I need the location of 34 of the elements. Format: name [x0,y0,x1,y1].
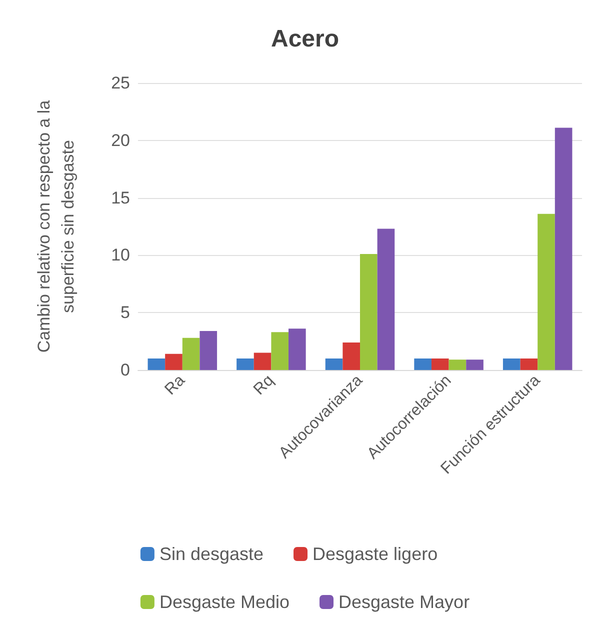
y-tick-label: 25 [111,74,130,92]
bar [466,360,484,370]
bar [236,358,254,370]
bar [288,328,306,370]
bar [448,360,466,370]
bar [377,228,395,370]
bar [431,358,449,370]
y-tick-label: 10 [111,246,130,265]
y-tick-label: 5 [120,303,130,322]
legend-label: Sin desgaste [159,544,264,564]
bar [148,358,166,370]
bar [414,358,432,370]
legend-label: Desgaste Mayor [338,592,470,612]
chart-title: Acero [270,26,340,52]
y-tick-label: 0 [120,360,130,380]
bar [554,128,572,370]
bar [538,214,555,370]
y-axis-title: Cambio relativo con respecto a la superficie sin desgaste [34,100,78,353]
bar [165,354,182,370]
bar [271,332,289,370]
legend-label: Desgaste Medio [159,592,290,612]
y-tick-label: 20 [111,130,130,150]
bar [254,352,272,370]
x-tick-label: Ra [162,372,188,398]
legend-label: Desgaste ligero [312,544,438,564]
bar [360,254,378,370]
bar [520,358,538,370]
bar [182,338,200,370]
bar [325,358,343,370]
y-tick-label: 15 [111,188,130,208]
x-tick-label: Rq [250,372,278,398]
bar [342,342,360,370]
bar [200,330,218,370]
bar [502,358,520,370]
